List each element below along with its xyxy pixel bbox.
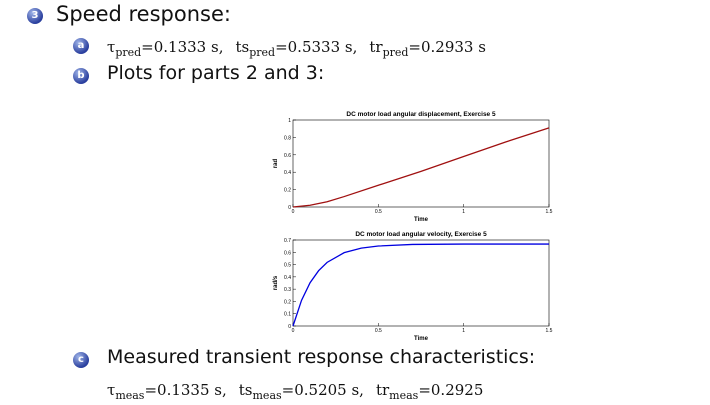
x-axis-label: Time	[414, 217, 429, 223]
value-text: =0.1333 s,	[141, 38, 224, 56]
x-axis-label: Time	[414, 336, 429, 342]
quantity: τpred=0.1333 s,	[107, 38, 224, 59]
plot-area	[292, 119, 550, 208]
y-tick-label: 0.3	[284, 287, 291, 293]
x-tick-label: 1	[462, 328, 465, 334]
subscript: pred	[382, 46, 409, 59]
value-text: =0.2933 s	[408, 38, 486, 56]
subscript: meas	[115, 389, 145, 402]
quantity: tspred=0.5333 s,	[235, 38, 358, 59]
symbol: tr	[369, 38, 383, 56]
quantity: tsmeas=0.5205 s,	[238, 381, 364, 402]
quantity: trpred=0.2933 s	[369, 38, 486, 59]
data-line	[292, 243, 549, 327]
x-tick-label: 0.5	[375, 209, 382, 215]
item-badge: b	[73, 68, 89, 84]
y-axis-label: rad	[273, 159, 279, 169]
y-tick-label: 0	[288, 205, 291, 211]
y-axis-label: rad/s	[273, 275, 279, 290]
section-title: Speed response:	[56, 2, 231, 26]
chart-title: DC motor load angular displacement, Exer…	[346, 111, 496, 118]
x-tick-label: 1	[462, 209, 465, 215]
quantity-row: τmeas=0.1335 s, tsmeas=0.5205 s, trmeas=0.…	[107, 381, 495, 402]
item-text: Measured transient response characterist…	[107, 346, 536, 368]
item-badge: c	[73, 352, 89, 368]
symbol: τ	[107, 38, 116, 56]
item-text: Plots for parts 2 and 3:	[107, 62, 325, 84]
symbol: ts	[235, 38, 250, 56]
value-text: =0.1335 s,	[144, 381, 227, 399]
section-badge: 3	[27, 8, 43, 24]
x-tick-label: 1.5	[546, 328, 553, 334]
quantity: trmeas=0.2925	[375, 381, 484, 402]
y-tick-label: 0.4	[284, 275, 291, 281]
quantity: τmeas=0.1335 s,	[107, 381, 227, 402]
y-tick-label: 0.5	[284, 263, 291, 269]
y-tick-label: 0.4	[284, 170, 291, 176]
symbol: ts	[238, 381, 253, 399]
figure: DC motor load angular displacement, Exer…	[273, 111, 553, 342]
item-badge: a	[73, 38, 89, 54]
y-tick-label: 1	[288, 118, 291, 124]
y-tick-label: 0.7	[284, 238, 291, 244]
value-text: =0.2925	[418, 381, 484, 399]
y-tick-label: 0.6	[284, 153, 291, 159]
y-tick-label: 0	[288, 324, 291, 330]
subscript: pred	[115, 46, 142, 59]
quantity-row: τpred=0.1333 s, tspred=0.5333 s, trpred=0.…	[107, 38, 498, 59]
subscript: meas	[389, 389, 419, 402]
y-tick-label: 0.2	[284, 299, 291, 305]
y-tick-label: 0.8	[284, 135, 291, 141]
value-text: =0.5205 s,	[281, 381, 364, 399]
chart-title: DC motor load angular velocity, Exercise…	[355, 231, 487, 238]
y-tick-label: 0.2	[284, 188, 291, 194]
subscript: meas	[252, 389, 282, 402]
data-line	[292, 127, 550, 208]
x-tick-label: 0.5	[375, 328, 382, 334]
value-text: =0.5333 s,	[275, 38, 358, 56]
x-tick-label: 1.5	[546, 209, 553, 215]
y-tick-label: 0.1	[284, 312, 291, 318]
x-tick-label: 0	[292, 209, 295, 215]
symbol: τ	[107, 381, 116, 399]
subscript: pred	[249, 46, 276, 59]
symbol: tr	[375, 381, 390, 399]
x-tick-label: 0	[292, 328, 295, 334]
plot-area	[292, 239, 550, 327]
y-tick-label: 0.6	[284, 250, 291, 256]
